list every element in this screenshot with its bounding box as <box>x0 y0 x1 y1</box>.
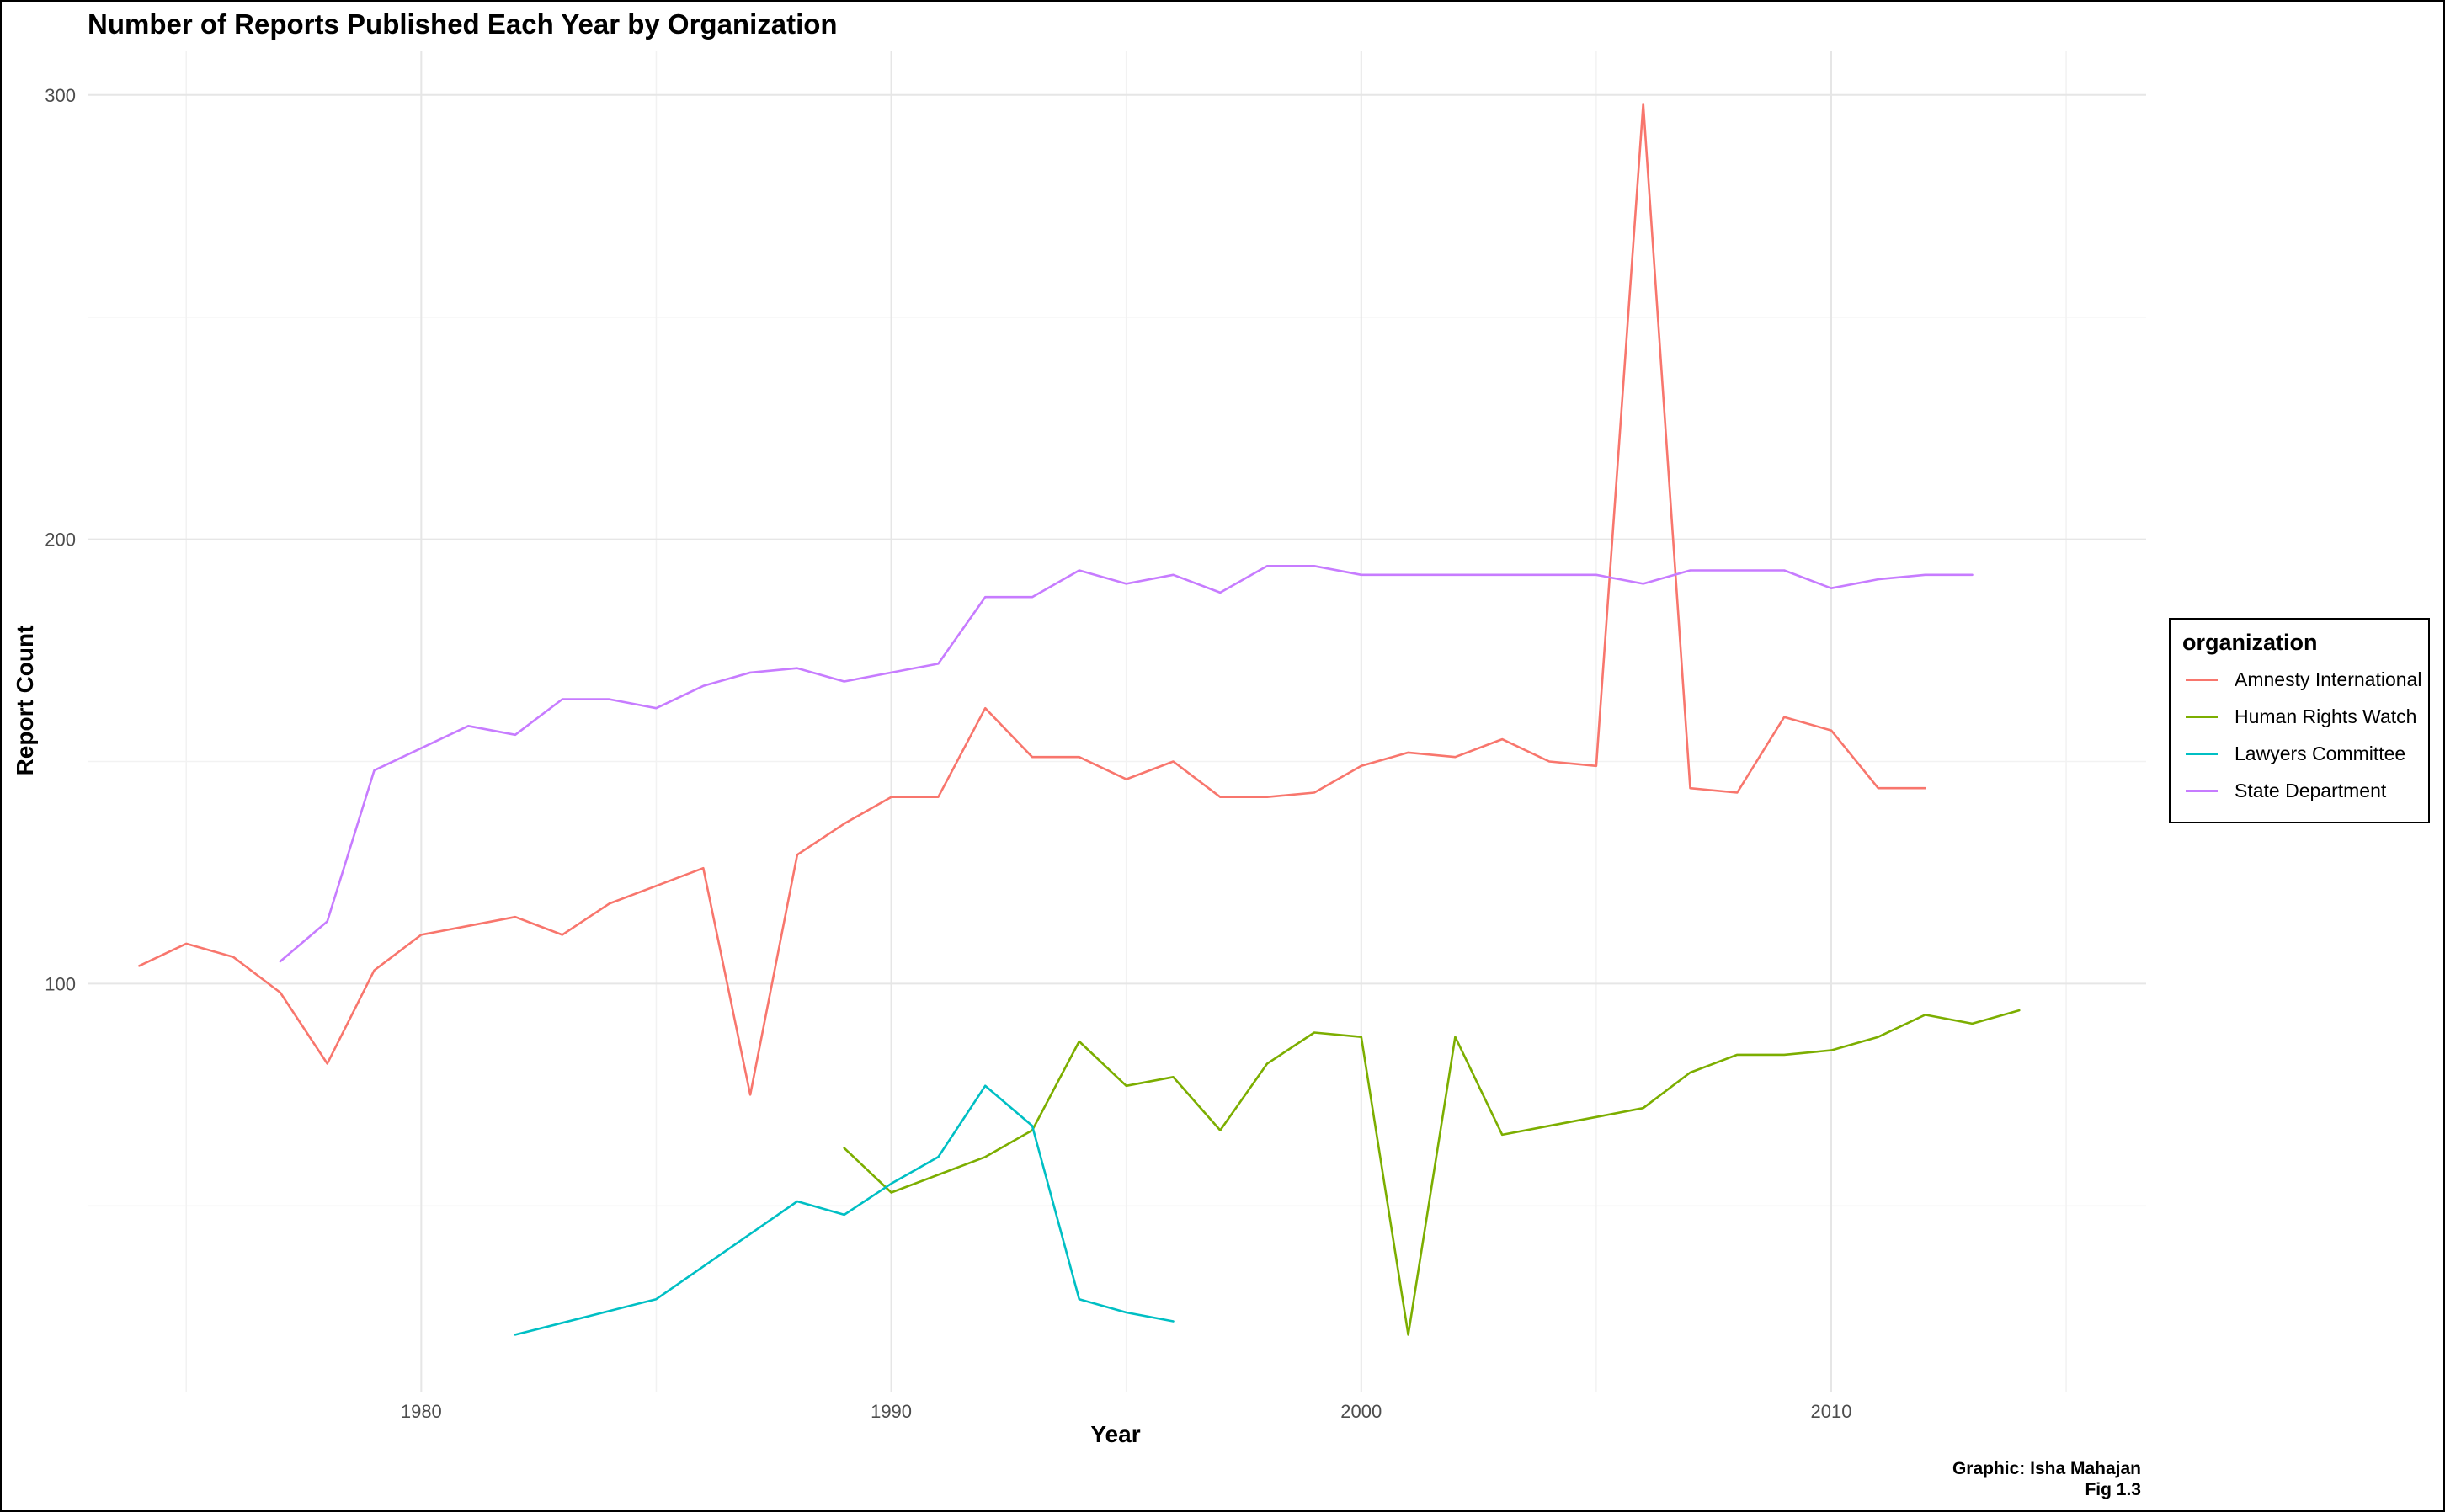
x-axis-label: Year <box>1090 1421 1141 1447</box>
chart-title: Number of Reports Published Each Year by… <box>88 8 838 40</box>
caption: Graphic: Isha Mahajan Fig 1.3 <box>1952 1458 2141 1500</box>
legend-label: Human Rights Watch <box>2235 705 2417 727</box>
legend-label: Lawyers Committee <box>2235 743 2406 764</box>
legend-item: Human Rights Watch <box>2186 704 2430 729</box>
legend-label: State Department <box>2235 780 2387 801</box>
legend: organization Amnesty International Human … <box>2169 618 2430 823</box>
x-tick-label: 1980 <box>401 1401 442 1422</box>
series-line <box>514 1084 1175 1336</box>
legend-item: Lawyers Committee <box>2186 741 2430 766</box>
legend-swatch <box>2186 679 2218 681</box>
legend-item: Amnesty International <box>2186 667 2430 692</box>
y-tick-label: 100 <box>45 973 76 994</box>
series-line <box>279 564 1974 963</box>
x-tick-label: 2000 <box>1340 1401 1382 1422</box>
legend-swatch <box>2186 753 2218 755</box>
series-line <box>843 1009 2021 1336</box>
y-axis-label: Report Count <box>12 625 38 776</box>
legend-swatch <box>2186 716 2218 718</box>
y-tick-label: 200 <box>45 530 76 551</box>
series-line <box>138 103 1926 1096</box>
x-tick-label: 1990 <box>871 1401 912 1422</box>
caption-credit: Graphic: Isha Mahajan <box>1952 1459 2141 1478</box>
caption-figure-number: Fig 1.3 <box>2085 1480 2141 1499</box>
y-tick-label: 300 <box>45 85 76 106</box>
legend-swatch <box>2186 790 2218 792</box>
legend-item: State Department <box>2186 778 2430 803</box>
legend-label: Amnesty International <box>2235 668 2422 690</box>
legend-title: organization <box>2182 630 2318 655</box>
x-tick-label: 2010 <box>1811 1401 1852 1422</box>
